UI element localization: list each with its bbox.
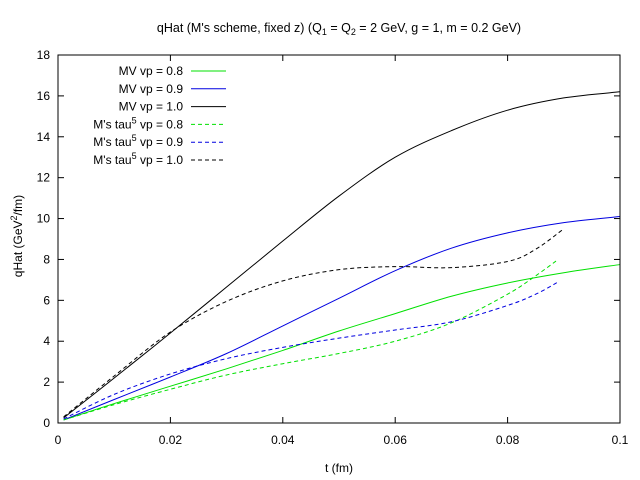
series-line: [63, 91, 621, 419]
y-axis-label-sup: 2: [9, 215, 19, 220]
legend-item: M's tau5 vp = 0.9: [93, 133, 226, 149]
plot-frame: [57, 54, 621, 424]
legend-label: MV vp = 0.9: [119, 82, 184, 96]
legend-label: M's tau5 vp = 1.0: [93, 151, 183, 167]
y-tick-label: 8: [43, 252, 50, 266]
y-tick-label: 4: [43, 334, 50, 348]
series-line: [63, 264, 621, 421]
y-tick-label: 0: [43, 416, 50, 430]
legend-item: M's tau5 vp = 0.8: [93, 115, 226, 131]
x-tick-label: 0.02: [159, 433, 183, 447]
legend-label-text: MV vp = 1.0: [119, 100, 184, 114]
legend: MV vp = 0.8MV vp = 0.9MV vp = 1.0M's tau…: [93, 64, 226, 167]
chart-title-prefix: qHat (M's scheme, fixed z) (Q: [157, 21, 322, 35]
x-tick-label: 0.04: [271, 433, 295, 447]
legend-label-sup: 5: [132, 115, 137, 125]
chart-title-sub1: 1: [322, 27, 327, 37]
chart-title-mid: = Q: [327, 21, 351, 35]
y-axis-label-prefix: qHat (GeV: [11, 220, 25, 277]
legend-label-text: M's tau: [93, 153, 131, 167]
legend-item: MV vp = 0.9: [119, 82, 226, 96]
legend-label-text: M's tau: [93, 135, 131, 149]
x-tick-label: 0.06: [384, 433, 408, 447]
series-line: [63, 228, 565, 418]
legend-label-sup: 5: [132, 151, 137, 161]
legend-label-text: MV vp = 0.8: [119, 64, 184, 78]
legend-label-text: M's tau: [93, 117, 131, 131]
y-tick-label: 2: [43, 375, 50, 389]
legend-label-suffix: vp = 0.9: [137, 135, 184, 149]
series-line: [63, 259, 559, 421]
chart-title: qHat (M's scheme, fixed z) (Q1 = Q2 = 2 …: [157, 21, 521, 37]
legend-label-suffix: vp = 0.8: [137, 117, 184, 131]
y-tick-label: 16: [37, 89, 51, 103]
chart-title-suffix: = 2 GeV, g = 1, m = 0.2 GeV): [356, 21, 521, 35]
legend-item: M's tau5 vp = 1.0: [93, 151, 226, 167]
legend-label-suffix: vp = 1.0: [137, 153, 184, 167]
x-tick-label: 0.1: [612, 433, 629, 447]
y-tick-label: 10: [37, 212, 51, 226]
y-axis-label-suffix: /fm): [11, 195, 25, 216]
y-tick-label: 14: [37, 130, 51, 144]
legend-label-sup: 5: [132, 133, 137, 143]
y-tick-label: 18: [37, 48, 51, 62]
y-tick-label: 6: [43, 293, 50, 307]
y-tick-label: 12: [37, 171, 51, 185]
x-axis-label: t (fm): [325, 461, 353, 475]
legend-item: MV vp = 0.8: [119, 64, 226, 78]
y-axis-label: qHat (GeV2/fm): [9, 195, 25, 277]
series-line: [63, 216, 621, 421]
legend-label: MV vp = 0.8: [119, 64, 184, 78]
x-tick-label: 0: [55, 433, 62, 447]
legend-label: M's tau5 vp = 0.9: [93, 133, 183, 149]
chart-title-sub2: 2: [351, 27, 356, 37]
x-tick-label: 0.08: [496, 433, 520, 447]
series-group: [63, 91, 621, 421]
legend-label-text: MV vp = 0.9: [119, 82, 184, 96]
series-line: [63, 281, 559, 420]
legend-item: MV vp = 1.0: [119, 100, 226, 114]
legend-label: MV vp = 1.0: [119, 100, 184, 114]
legend-label: M's tau5 vp = 0.8: [93, 115, 183, 131]
